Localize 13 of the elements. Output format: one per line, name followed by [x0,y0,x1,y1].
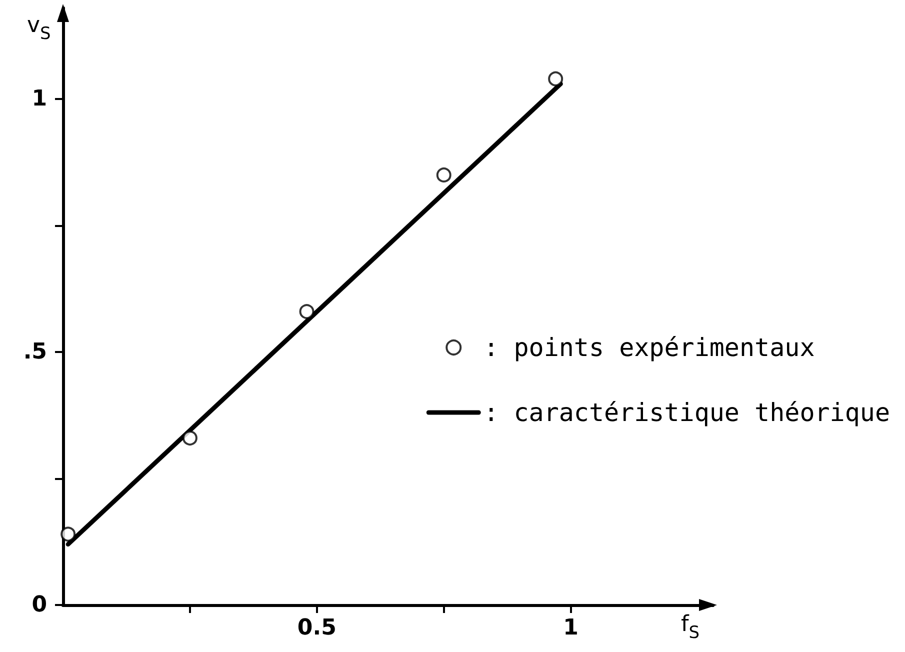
point [182,430,198,446]
x-tick-label: 0.5 [297,616,336,640]
y-tick-label: 1 [32,86,47,112]
legend-label: : caractéristique théorique [484,398,890,427]
x-axis-title: f$_{S}$ [681,612,700,643]
legend-label: : points expérimentaux [484,333,815,362]
y-tick-label: 0 [32,592,47,618]
point [299,304,314,320]
point [548,71,564,86]
point [60,526,76,542]
point [436,167,452,182]
y-axis-title: v$_{S}$ [27,13,51,44]
y-tick-label: .5 [23,340,47,365]
